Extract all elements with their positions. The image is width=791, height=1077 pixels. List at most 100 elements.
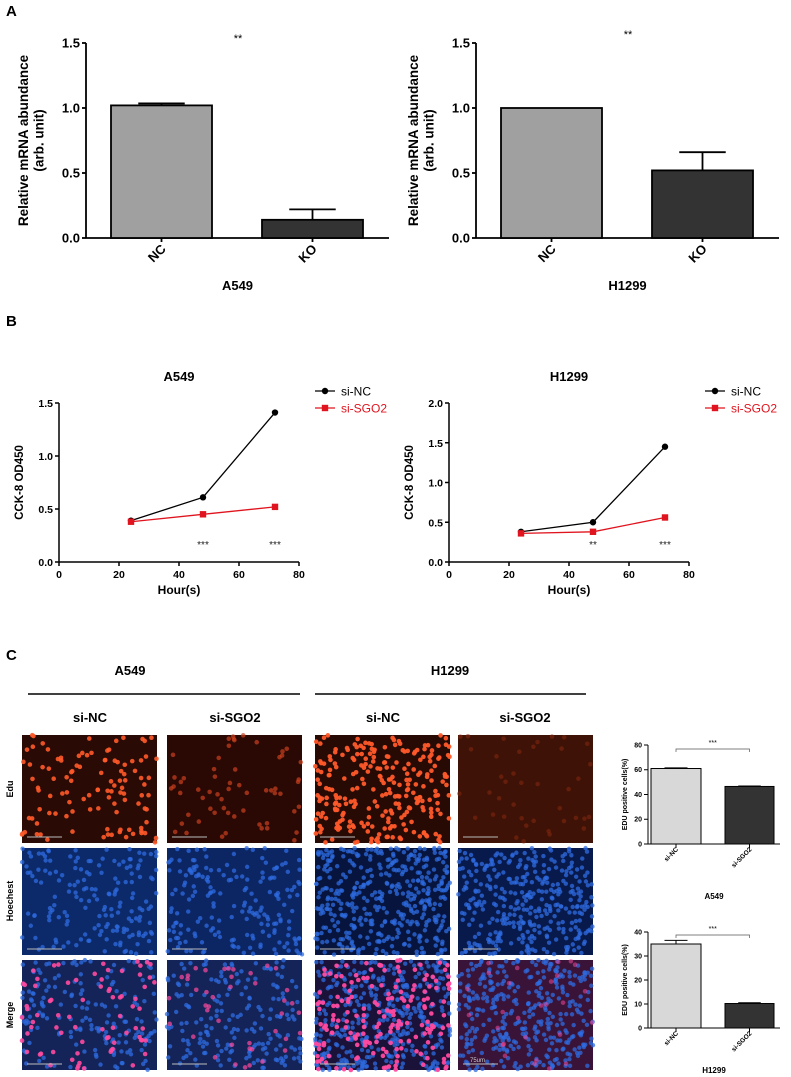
y-tick-label: 0 [638, 1025, 642, 1032]
edu-positive-nucleus [51, 776, 56, 782]
nucleus [495, 970, 500, 975]
nucleus [401, 1004, 407, 1010]
nucleus [94, 897, 100, 902]
nucleus [40, 944, 45, 950]
edu-positive-nucleus [38, 832, 43, 837]
nucleus [289, 887, 295, 893]
nucleus [376, 1047, 381, 1052]
edu-positive-nucleus [143, 754, 149, 759]
nucleus [541, 863, 547, 868]
nucleus [553, 977, 558, 982]
y-tick-label: 1.5 [452, 36, 470, 51]
nucleus [415, 996, 420, 1001]
nucleus [330, 918, 335, 923]
nucleus [129, 895, 135, 901]
y-tick-label: 1.0 [38, 451, 53, 463]
edu-positive-nucleus [559, 746, 564, 751]
nucleus [111, 1021, 116, 1026]
nucleus [464, 1037, 469, 1042]
edu-positive-nucleus [429, 1011, 434, 1016]
edu-positive-nucleus [433, 831, 439, 837]
nucleus [492, 950, 498, 956]
nucleus [178, 931, 183, 936]
nucleus [386, 1002, 392, 1007]
edu-positive-nucleus [350, 823, 356, 828]
nucleus [282, 902, 287, 908]
nucleus [470, 1025, 475, 1031]
nucleus [360, 1063, 365, 1068]
nucleus [411, 1052, 416, 1057]
nucleus [184, 1020, 189, 1026]
nucleus [475, 1007, 480, 1012]
edu-positive-nucleus [366, 814, 372, 820]
nucleus [559, 868, 565, 873]
nucleus [262, 912, 267, 917]
nucleus [339, 901, 344, 906]
nucleus [578, 894, 583, 899]
nucleus [426, 885, 431, 891]
nucleus [551, 889, 557, 894]
edu-positive-nucleus [331, 1012, 336, 1018]
edu-positive-nucleus [178, 779, 184, 785]
nucleus [255, 1058, 261, 1063]
nucleus [294, 948, 299, 953]
edu-positive-nucleus [247, 1063, 252, 1068]
y-tick-label: 0.5 [38, 504, 53, 516]
nucleus [338, 888, 343, 893]
nucleus [583, 845, 588, 851]
nucleus [535, 970, 541, 975]
nucleus [472, 934, 478, 940]
edu-positive-nucleus [395, 964, 401, 970]
nucleus [499, 886, 505, 892]
nucleus [208, 890, 214, 895]
nucleus [271, 996, 276, 1001]
nucleus [168, 909, 174, 915]
edu-positive-nucleus [111, 1040, 117, 1045]
nucleus [214, 1013, 219, 1019]
edu-positive-nucleus [264, 821, 270, 826]
nucleus [244, 1028, 249, 1033]
nucleus [247, 945, 253, 951]
nucleus [42, 978, 48, 983]
nucleus [68, 1034, 74, 1040]
nucleus [127, 934, 132, 939]
nucleus [567, 1003, 572, 1009]
nucleus [350, 905, 356, 910]
edu-positive-nucleus [390, 1022, 395, 1028]
nucleus [113, 941, 118, 947]
edu-positive-nucleus [490, 812, 496, 817]
bar-nc [500, 107, 603, 239]
nucleus [492, 1004, 498, 1009]
nucleus [474, 963, 479, 969]
edu-positive-nucleus [315, 1053, 320, 1059]
edu-positive-nucleus [395, 978, 401, 983]
nucleus [325, 986, 331, 991]
nucleus [397, 1008, 402, 1014]
nucleus [292, 936, 297, 941]
nucleus [230, 943, 235, 948]
edu-positive-nucleus [547, 1066, 552, 1071]
nucleus [406, 903, 412, 908]
edu-positive-nucleus [321, 1040, 327, 1046]
nucleus [438, 850, 443, 856]
nucleus [472, 948, 478, 954]
nucleus [501, 1015, 507, 1020]
nucleus [315, 994, 320, 999]
nucleus [111, 979, 116, 985]
edu-positive-nucleus [347, 819, 353, 824]
edu-positive-nucleus [354, 1056, 359, 1062]
nucleus [353, 984, 359, 989]
group-title-h1299: H1299 [431, 663, 469, 678]
edu-positive-nucleus [584, 741, 590, 747]
nucleus [422, 857, 427, 862]
edu-positive-nucleus [519, 780, 524, 786]
nucleus [56, 878, 62, 883]
nucleus [104, 1020, 110, 1025]
edu-positive-nucleus [142, 782, 147, 787]
edu-positive-nucleus [54, 1025, 59, 1030]
nucleus [327, 1000, 332, 1006]
edu-positive-nucleus [385, 819, 391, 825]
nucleus [320, 855, 326, 861]
nucleus [356, 853, 361, 858]
